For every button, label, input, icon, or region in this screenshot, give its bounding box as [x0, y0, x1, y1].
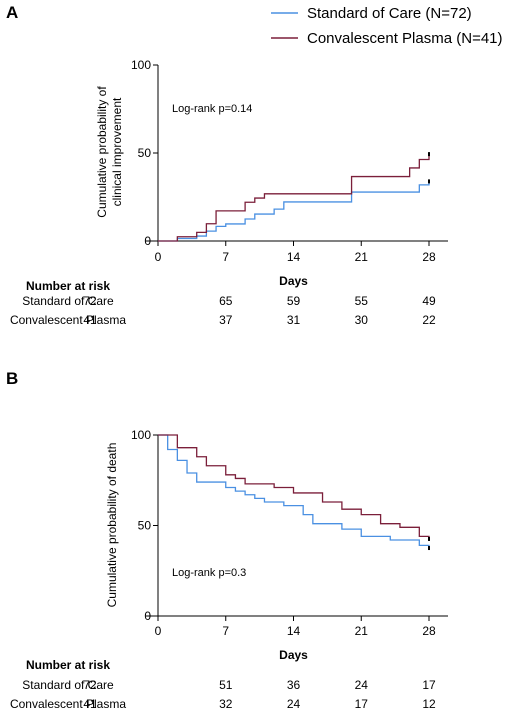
panel-label: A [6, 3, 18, 22]
risk-value: 31 [287, 313, 301, 327]
y-tick-label: 0 [144, 234, 151, 248]
risk-row-label: Standard of Care [22, 678, 114, 692]
y-axis-label: clinical improvement [110, 97, 124, 206]
y-axis-label: Cumulative probability of [95, 86, 109, 218]
x-axis-label: Days [279, 648, 308, 662]
x-axis-label: Days [279, 274, 308, 288]
x-tick-label: 0 [155, 250, 162, 264]
series-line-plasma [158, 434, 430, 540]
y-tick-label: 50 [138, 146, 152, 160]
risk-value: 17 [355, 697, 369, 711]
risk-value: 30 [355, 313, 369, 327]
log-rank-annotation: Log-rank p=0.3 [172, 567, 246, 579]
x-tick-label: 7 [222, 250, 229, 264]
risk-value: 17 [422, 678, 436, 692]
risk-value: 72 [83, 678, 97, 692]
risk-value: 55 [355, 294, 369, 308]
risk-value: 37 [219, 313, 233, 327]
series-line-plasma [158, 155, 430, 242]
y-tick-label: 50 [138, 519, 152, 533]
panel-label: B [6, 369, 18, 388]
x-tick-label: 21 [355, 624, 369, 638]
y-axis-label: Cumulative probability of death [105, 443, 119, 608]
x-tick-label: 28 [422, 624, 436, 638]
risk-value: 24 [287, 697, 301, 711]
risk-table-title: Number at risk [26, 279, 110, 293]
risk-value: 41 [83, 313, 97, 327]
risk-value: 12 [422, 697, 436, 711]
y-tick-label: 0 [144, 609, 151, 623]
risk-row-label: Convalescent Plasma [10, 697, 126, 711]
x-tick-label: 7 [222, 624, 229, 638]
x-tick-label: 28 [422, 250, 436, 264]
x-tick-label: 14 [287, 624, 301, 638]
legend-label-plasma: Convalescent Plasma (N=41) [307, 30, 503, 47]
risk-value: 51 [219, 678, 233, 692]
risk-value: 41 [83, 697, 97, 711]
y-tick-label: 100 [131, 58, 151, 72]
legend-label-standard: Standard of Care (N=72) [307, 5, 472, 22]
risk-value: 59 [287, 294, 301, 308]
risk-table-title: Number at risk [26, 658, 110, 672]
x-tick-label: 21 [355, 250, 369, 264]
risk-row-label: Convalescent Plasma [10, 313, 126, 327]
risk-value: 24 [355, 678, 369, 692]
risk-value: 22 [422, 313, 436, 327]
risk-value: 49 [422, 294, 436, 308]
risk-value: 32 [219, 697, 233, 711]
risk-row-label: Standard of Care [22, 294, 114, 308]
risk-value: 36 [287, 678, 301, 692]
series-line-standard [158, 434, 430, 550]
x-tick-label: 0 [155, 624, 162, 638]
log-rank-annotation: Log-rank p=0.14 [172, 103, 252, 115]
y-tick-label: 100 [131, 428, 151, 442]
risk-value: 65 [219, 294, 233, 308]
x-tick-label: 14 [287, 250, 301, 264]
risk-value: 72 [83, 294, 97, 308]
